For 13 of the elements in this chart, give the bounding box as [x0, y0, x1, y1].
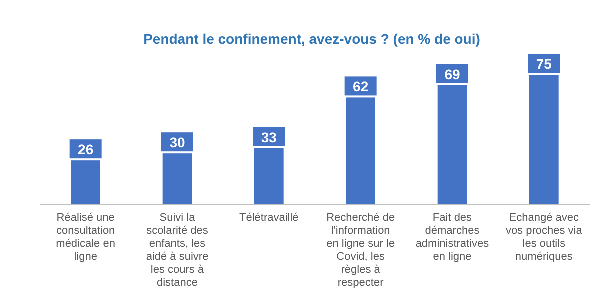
data-label: 26: [78, 142, 94, 158]
data-label: 75: [536, 56, 552, 72]
data-label: 62: [353, 78, 369, 95]
chart-title: Pendant le confinement, avez-vous ? (en % de oui): [144, 31, 480, 47]
x-tick-label: Echangé avec vos proches via les outils numériques: [506, 212, 584, 263]
x-tick-label: Télétravaillé: [240, 212, 299, 224]
x-tick-label: Suivi la scolarité des enfants, les aidé à suivre les cours à distance: [146, 212, 209, 289]
data-label: 30: [170, 134, 186, 151]
x-tick-label: Recherché de l'information en ligne sur le Covid, les règles à respecter: [326, 212, 396, 289]
data-label: 69: [444, 66, 460, 82]
data-label: 33: [261, 129, 278, 146]
x-tick-label: Fait des démarches administratives en ligne: [416, 212, 490, 263]
x-tick-label: Réalisé une consultation médicale en ligne: [56, 212, 116, 263]
